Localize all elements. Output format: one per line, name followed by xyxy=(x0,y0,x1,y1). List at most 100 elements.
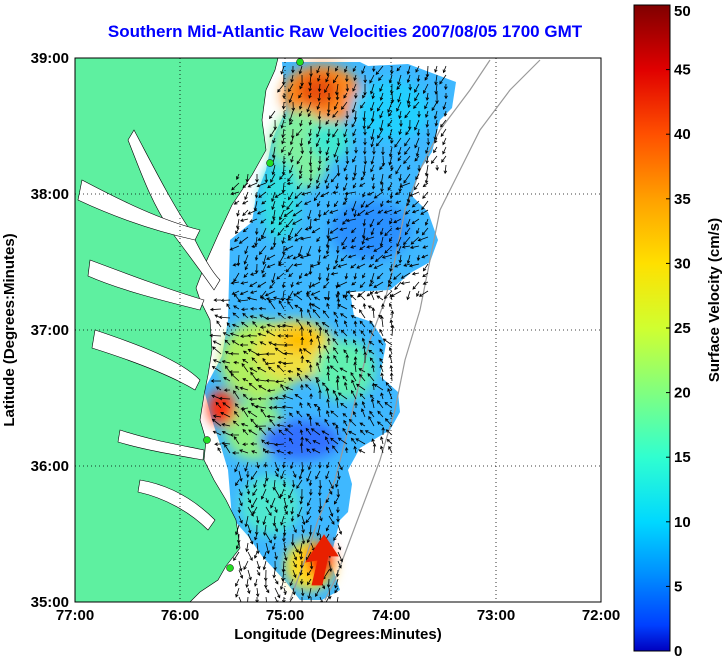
vector-arrow xyxy=(245,173,250,183)
vector-arrow xyxy=(247,524,252,534)
vector-arrow xyxy=(361,227,366,239)
vector-arrow xyxy=(269,281,276,289)
vector-arrow xyxy=(299,429,304,436)
vector-arrow xyxy=(278,300,285,310)
vector-arrow xyxy=(238,569,244,579)
vector-arrow xyxy=(276,324,285,329)
vector-arrow xyxy=(308,329,313,337)
vector-arrow xyxy=(245,578,249,589)
vector-arrow xyxy=(282,533,286,543)
vector-arrow xyxy=(395,164,402,175)
vector-arrow xyxy=(234,403,240,409)
vector-arrow xyxy=(305,438,312,445)
vector-arrow xyxy=(274,578,279,585)
vector-arrow xyxy=(312,309,321,319)
vector-arrow xyxy=(344,191,357,196)
vector-arrow xyxy=(261,200,267,205)
vector-arrow xyxy=(400,281,411,285)
vector-arrow xyxy=(376,218,384,226)
vector-arrow xyxy=(271,164,276,176)
vector-arrow xyxy=(277,312,285,319)
vector-arrow xyxy=(300,355,305,364)
vector-arrow xyxy=(323,209,330,216)
vector-arrow xyxy=(265,297,276,301)
vector-arrow xyxy=(351,119,357,128)
vector-arrow xyxy=(299,119,303,127)
vector-arrow xyxy=(424,218,429,226)
vector-arrow xyxy=(232,312,240,319)
vector-arrow xyxy=(399,182,411,188)
vector-arrow xyxy=(216,320,222,328)
colorbar-tick-label: 0 xyxy=(674,643,682,659)
vector-arrow xyxy=(316,101,321,110)
vector-arrow xyxy=(442,65,447,74)
vector-arrow xyxy=(241,407,249,418)
vector-arrow xyxy=(384,401,393,409)
vector-arrow xyxy=(242,428,249,436)
vector-arrow xyxy=(265,316,276,321)
vector-arrow xyxy=(242,182,249,189)
vector-arrow xyxy=(358,373,366,382)
vector-arrow xyxy=(235,587,240,598)
vector-arrow xyxy=(370,227,375,236)
colorbar-tick-label: 30 xyxy=(674,255,691,272)
vector-arrow xyxy=(336,298,341,310)
vector-arrow xyxy=(345,74,349,83)
vector-arrow xyxy=(326,137,330,145)
vector-arrow xyxy=(234,236,240,243)
vector-arrow xyxy=(236,173,240,180)
vector-arrow xyxy=(352,65,357,73)
vector-arrow xyxy=(250,272,258,276)
vector-arrow xyxy=(385,381,393,391)
vector-arrow xyxy=(441,155,447,163)
vector-arrow xyxy=(254,533,258,541)
vector-arrow xyxy=(363,129,367,136)
vector-arrow xyxy=(309,338,314,346)
vector-arrow xyxy=(353,272,358,280)
vector-arrow xyxy=(283,506,288,515)
vector-arrow xyxy=(381,303,385,310)
vector-arrow xyxy=(281,128,285,139)
vector-arrow xyxy=(235,578,240,587)
vector-arrow xyxy=(342,294,348,301)
vector-arrow xyxy=(212,346,222,355)
vector-arrow xyxy=(332,74,339,84)
vector-arrow xyxy=(279,209,285,221)
vector-arrow xyxy=(317,200,321,207)
vector-arrow xyxy=(370,254,375,260)
vector-arrow xyxy=(299,578,304,585)
vector-arrow xyxy=(280,488,285,498)
vector-arrow xyxy=(403,173,411,184)
vector-arrow xyxy=(404,146,411,155)
vector-arrow xyxy=(274,442,285,447)
vector-arrow xyxy=(335,182,339,190)
vector-arrow xyxy=(257,236,267,241)
vector-arrow xyxy=(345,83,350,92)
vector-arrow xyxy=(433,128,438,141)
vector-arrow xyxy=(242,378,249,382)
vector-arrow xyxy=(258,306,267,311)
vector-arrow xyxy=(390,324,395,337)
vector-arrow xyxy=(255,378,267,382)
vector-arrow xyxy=(370,137,375,148)
vector-arrow xyxy=(306,101,312,113)
vector-arrow xyxy=(326,164,330,172)
vector-arrow xyxy=(228,370,239,374)
vector-arrow xyxy=(343,164,348,172)
vector-arrow xyxy=(250,418,258,427)
vector-arrow xyxy=(375,65,384,76)
vector-arrow xyxy=(221,423,231,427)
vector-arrow xyxy=(382,338,393,346)
vector-arrow xyxy=(276,272,285,280)
vector-arrow xyxy=(229,245,240,251)
vector-arrow xyxy=(360,173,366,181)
vector-arrow xyxy=(300,336,304,346)
vector-arrow xyxy=(247,182,258,188)
vector-arrow xyxy=(361,337,366,346)
vector-arrow xyxy=(251,244,258,249)
vector-arrow xyxy=(238,497,243,507)
vector-arrow xyxy=(292,569,297,579)
vector-arrow xyxy=(440,128,447,138)
vector-arrow xyxy=(231,340,240,346)
vector-arrow xyxy=(262,560,267,571)
